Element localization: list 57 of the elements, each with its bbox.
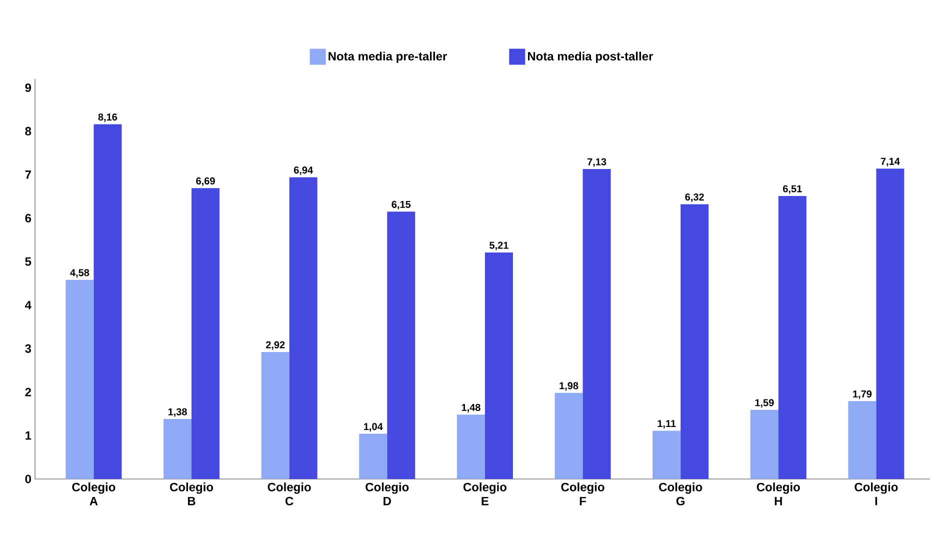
data-label: 2,92: [266, 341, 285, 350]
bar: [680, 204, 709, 479]
bar: [848, 401, 876, 479]
data-label: 8,16: [98, 113, 118, 122]
y-tick-label: 1: [26, 431, 32, 440]
data-label: 5,21: [490, 242, 508, 250]
bar: [164, 418, 192, 479]
data-label: 7,14: [880, 158, 900, 166]
bar: [554, 392, 583, 479]
bar: [261, 352, 290, 479]
x-tick-label: Colegio E: [463, 482, 506, 506]
bar: [876, 168, 904, 479]
y-tick-label: 6: [25, 214, 32, 222]
data-label: 7,13: [587, 158, 606, 167]
bar: [387, 212, 416, 479]
data-label: 1,59: [755, 399, 774, 408]
x-tick-label: Colegio D: [366, 482, 409, 506]
bar: [652, 430, 681, 479]
x-tick-label: Colegio F: [561, 482, 604, 506]
y-tick-label: 7: [25, 170, 31, 179]
bar: [750, 410, 778, 479]
data-label: 1,79: [853, 390, 872, 399]
y-tick-label: 0: [25, 474, 31, 484]
bar: [94, 124, 122, 479]
bar: [484, 252, 513, 479]
data-label: 1,38: [168, 408, 187, 417]
y-tick-label: 2: [25, 388, 31, 396]
bar: [289, 177, 318, 479]
y-tick-label: 9: [25, 83, 32, 92]
bar: [778, 196, 806, 479]
x-tick-label: Colegio H: [756, 482, 800, 506]
data-label: 1,04: [364, 423, 383, 432]
bar: [456, 414, 485, 479]
data-label: 6,32: [685, 193, 704, 202]
data-label: 6,69: [196, 177, 215, 186]
data-label: 6,15: [392, 200, 411, 210]
data-label: 6,51: [783, 185, 802, 194]
bar: [192, 188, 220, 479]
x-tick-label: Colegio I: [854, 482, 898, 506]
data-label: 1,11: [658, 420, 676, 429]
legend-label: Nota media post-taller: [528, 52, 654, 63]
data-label: 1,48: [462, 404, 480, 412]
x-tick-label: Colegio A: [72, 482, 116, 506]
x-tick-label: Colegio B: [170, 482, 214, 506]
y-tick-label: 5: [25, 257, 32, 266]
data-label: 1,98: [560, 382, 578, 391]
x-tick-label: Colegio G: [659, 482, 702, 506]
data-label: 4,58: [70, 269, 90, 278]
y-tick-label: 8: [25, 126, 32, 136]
bar: [66, 280, 94, 479]
y-tick-label: 3: [25, 344, 32, 353]
bar: [582, 168, 611, 479]
data-label: 6,94: [294, 166, 313, 176]
y-tick-label: 4: [24, 300, 32, 310]
legend-label: Nota media pre-taller: [328, 52, 447, 63]
bar: [359, 434, 388, 479]
x-tick-label: Colegio C: [268, 482, 311, 506]
